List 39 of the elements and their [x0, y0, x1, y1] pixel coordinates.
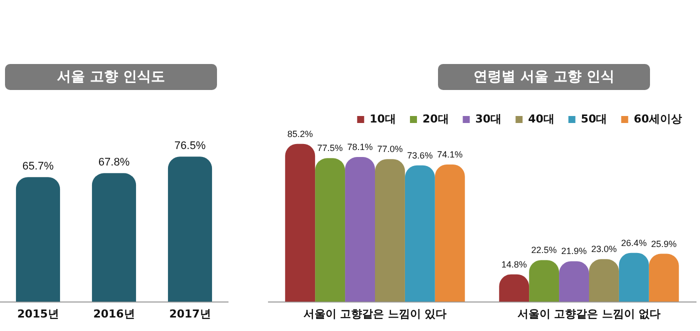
legend-label: 10대	[370, 112, 396, 126]
bar	[404, 165, 435, 302]
data-label: 77.5%	[317, 143, 343, 154]
x-tick-label: 서울이 고향같은 느낌이 없다	[517, 307, 661, 320]
bar	[618, 252, 649, 302]
legend-label: 40대	[528, 112, 554, 126]
bar	[345, 157, 375, 302]
x-tick-label: 서울이 고향같은 느낌이 있다	[303, 307, 447, 320]
bar	[589, 259, 619, 302]
legend-label: 20대	[422, 112, 449, 126]
chart-title: 연령별 서울 고향 인식	[438, 64, 650, 90]
data-label: 26.4%	[621, 238, 647, 248]
data-label: 74.1%	[437, 149, 463, 160]
data-label: 21.9%	[561, 246, 587, 256]
legend-label: 50대	[580, 112, 608, 126]
data-label: 23.0%	[591, 244, 617, 254]
x-tick-label: 2017년	[169, 307, 211, 320]
bar	[559, 261, 589, 302]
data-label: 77.0%	[377, 144, 403, 154]
data-label: 76.5%	[174, 140, 206, 152]
data-label: 65.7%	[22, 160, 54, 173]
x-tick-label: 2016년	[93, 307, 135, 320]
data-label: 85.2%	[287, 128, 313, 139]
bar	[434, 164, 465, 302]
bar	[285, 144, 316, 302]
data-label: 67.8%	[98, 156, 130, 169]
legend-label: 30대	[475, 112, 502, 126]
data-label: 22.5%	[531, 245, 557, 256]
legend-label: 60세이상	[634, 112, 682, 126]
bar	[375, 159, 405, 302]
data-label: 25.9%	[651, 238, 677, 249]
data-label: 78.1%	[347, 142, 373, 152]
bar	[315, 158, 346, 302]
bar	[529, 260, 560, 302]
chart-title: 서울 고향 인식도	[5, 64, 217, 90]
x-tick-label: 2015년	[17, 307, 59, 320]
data-label: 14.8%	[501, 259, 527, 270]
data-label: 73.6%	[407, 150, 433, 160]
bar	[648, 254, 679, 302]
